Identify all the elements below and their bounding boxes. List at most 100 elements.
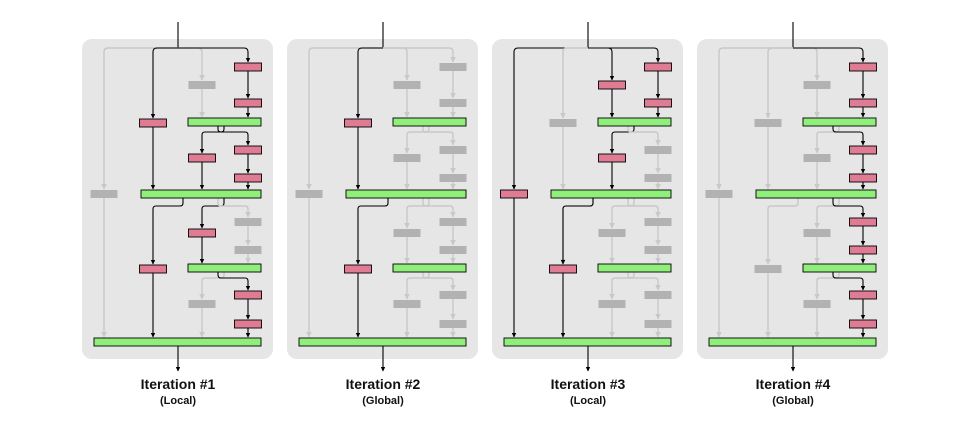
iteration-title: Iteration #2 [345,376,421,392]
iteration-title: Iteration #3 [550,376,626,392]
inactive-bar [90,190,118,198]
branch-line [560,198,594,265]
inactive-bar [439,174,467,182]
distribution-line [178,47,249,53]
inactive-bar [439,246,467,254]
distribution-line [718,47,793,53]
branch-line [355,198,389,265]
branch-line [832,272,866,291]
inactive-bar [234,246,262,254]
active-bar [849,145,877,155]
active-bar [139,118,167,128]
iteration-panel-4 [697,22,888,372]
branch-line [404,126,430,154]
distribution-line [793,47,864,53]
inactive-bar [549,119,577,127]
active-bar [849,62,877,72]
inactive-bar [439,63,467,71]
inactive-bar [188,81,216,89]
active-bar [644,62,672,72]
active-bar [234,98,262,108]
block-d [298,337,467,347]
block-c [392,263,467,273]
inactive-bar [393,154,421,162]
active-bar [849,290,877,300]
block-d [708,337,877,347]
branch-line [199,198,225,229]
distribution-line [588,47,659,53]
iteration-subtitle: (Global) [362,395,404,407]
branch-line [832,198,866,218]
iteration-caption-4: Iteration #4 (Global) [698,376,888,408]
distribution-line [562,47,588,53]
inactive-bar [439,218,467,226]
inactive-bar [598,300,626,308]
active-bar [644,98,672,108]
inactive-bar [644,218,672,226]
branch-line [814,198,840,229]
inactive-bar [644,320,672,328]
iteration-panel-2 [287,22,478,372]
block-b [140,189,262,199]
active-bar [849,319,877,329]
block-a [802,117,877,127]
inactive-bar [803,229,831,237]
inactive-bar [644,146,672,154]
branch-line [217,126,251,146]
branch-line [404,272,430,300]
inactive-bar [705,190,733,198]
iteration-title: Iteration #4 [755,376,831,392]
distribution-line [513,47,588,53]
branch-line [217,272,251,291]
active-bar [234,62,262,72]
block-b [345,189,467,199]
active-bar [344,264,372,274]
inactive-bar [439,320,467,328]
panel-background [287,39,478,359]
active-bar [234,145,262,155]
branch-line [422,126,456,146]
inactive-bar [803,154,831,162]
active-bar [234,319,262,329]
iteration-panel-3 [492,22,683,372]
active-bar [549,264,577,274]
block-d [503,337,672,347]
inactive-bar [803,300,831,308]
branch-line [199,272,225,300]
inactive-bar [295,190,323,198]
distribution-line [767,47,793,53]
active-bar [598,153,626,163]
panel-background [492,39,683,359]
branch-line [832,126,866,146]
inactive-bar [644,291,672,299]
iteration-caption-2: Iteration #2 (Global) [288,376,478,408]
block-b [550,189,672,199]
active-bar [849,217,877,227]
active-bar [598,80,626,90]
inactive-bar [439,99,467,107]
branch-line [814,272,840,300]
active-bar [234,290,262,300]
inactive-bar [754,119,782,127]
branch-line [199,126,225,154]
inactive-bar [439,146,467,154]
active-bar [500,189,528,199]
branch-line [627,272,661,291]
block-b [755,189,877,199]
iteration-panel-1 [82,22,273,372]
iteration-subtitle: (Global) [772,395,814,407]
inactive-bar [393,300,421,308]
active-bar [188,153,216,163]
iteration-caption-1: Iteration #1 (Local) [83,376,273,408]
iteration-caption-3: Iteration #3 (Local) [493,376,683,408]
inactive-bar [644,246,672,254]
iteration-title: Iteration #1 [140,376,216,392]
branch-line [404,198,430,229]
active-bar [188,228,216,238]
branch-line [150,198,184,265]
block-c [802,263,877,273]
block-c [187,263,262,273]
block-a [392,117,467,127]
inactive-bar [188,300,216,308]
